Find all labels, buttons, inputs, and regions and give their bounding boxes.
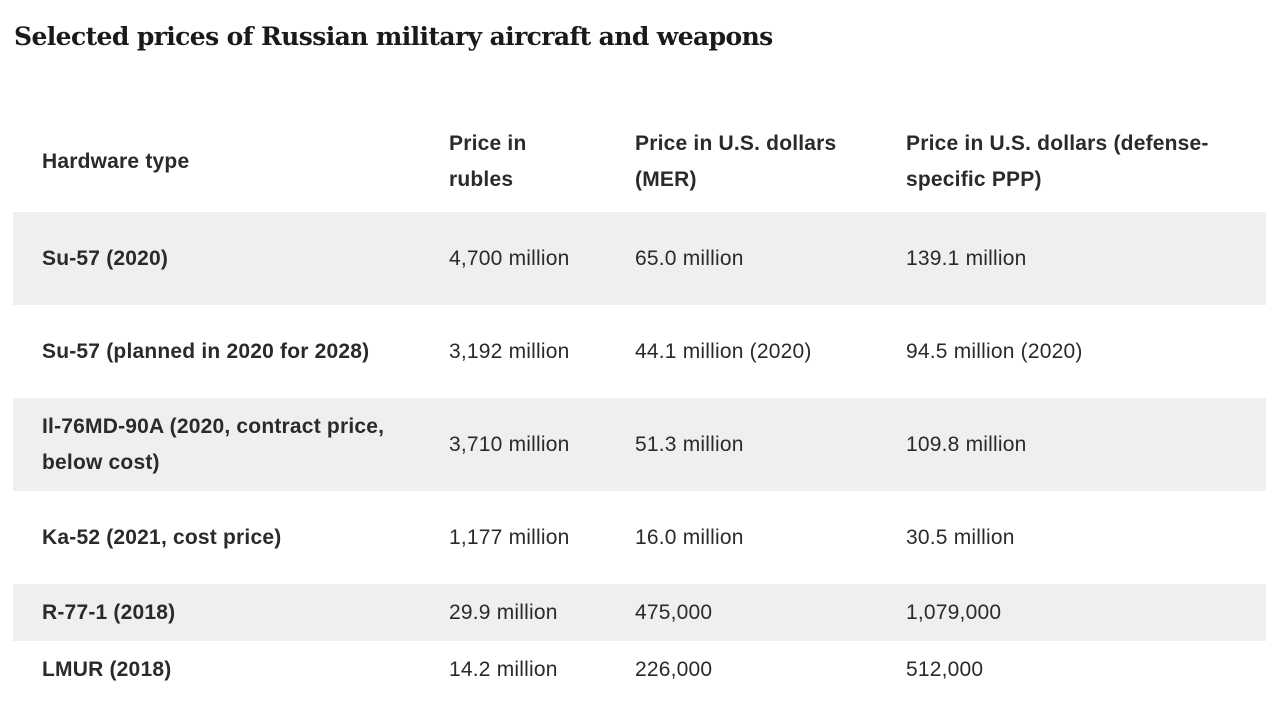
cell-hardware: Il-76MD-90A (2020, contract price, below… <box>13 398 420 491</box>
table-row: R-77-1 (2018) 29.9 million 475,000 1,079… <box>13 584 1266 641</box>
cell-usd-ppp: 30.5 million <box>906 525 1015 549</box>
cell-rubles: 4,700 million <box>420 212 606 305</box>
column-header-usd-mer: Price in U.S. dollars (MER) <box>635 132 837 191</box>
cell-usd-mer: 44.1 million (2020) <box>635 339 812 363</box>
cell-hardware: Su-57 (2020) <box>13 212 420 305</box>
cell-usd-ppp: 1,079,000 <box>877 584 1266 641</box>
table-row: Su-57 (planned in 2020 for 2028) 3,192 m… <box>13 305 1266 398</box>
cell-rubles: 29.9 million <box>420 584 606 641</box>
cell-usd-ppp: 512,000 <box>906 657 984 681</box>
cell-usd-mer: 475,000 <box>606 584 877 641</box>
table-header-row: Hardware type Price in rubles Price in U… <box>13 112 1266 212</box>
column-header-hardware: Hardware type <box>42 150 190 173</box>
cell-rubles: 3,710 million <box>420 398 606 491</box>
cell-usd-mer: 51.3 million <box>606 398 877 491</box>
cell-hardware: Ka-52 (2021, cost price) <box>42 525 282 549</box>
cell-rubles: 1,177 million <box>449 525 570 549</box>
cell-hardware: Su-57 (planned in 2020 for 2028) <box>42 339 370 363</box>
table-row: Ka-52 (2021, cost price) 1,177 million 1… <box>13 491 1266 584</box>
cell-usd-mer: 16.0 million <box>635 525 744 549</box>
column-header-usd-ppp: Price in U.S. dollars (defense-specific … <box>906 132 1209 191</box>
cell-usd-mer: 65.0 million <box>606 212 877 305</box>
table-row: Il-76MD-90A (2020, contract price, below… <box>13 398 1266 491</box>
cell-hardware: R-77-1 (2018) <box>13 584 420 641</box>
table-row: LMUR (2018) 14.2 million 226,000 512,000 <box>13 641 1266 698</box>
column-header-rubles: Price in rubles <box>449 132 527 191</box>
cell-usd-ppp: 109.8 million <box>877 398 1266 491</box>
table-title: Selected prices of Russian military airc… <box>14 22 773 51</box>
cell-usd-mer: 226,000 <box>635 657 713 681</box>
cell-hardware: LMUR (2018) <box>42 657 172 681</box>
price-table: Hardware type Price in rubles Price in U… <box>13 112 1266 698</box>
cell-rubles: 3,192 million <box>449 339 570 363</box>
cell-usd-ppp: 139.1 million <box>877 212 1266 305</box>
cell-usd-ppp: 94.5 million (2020) <box>906 339 1083 363</box>
table-row: Su-57 (2020) 4,700 million 65.0 million … <box>13 212 1266 305</box>
cell-rubles: 14.2 million <box>449 657 558 681</box>
